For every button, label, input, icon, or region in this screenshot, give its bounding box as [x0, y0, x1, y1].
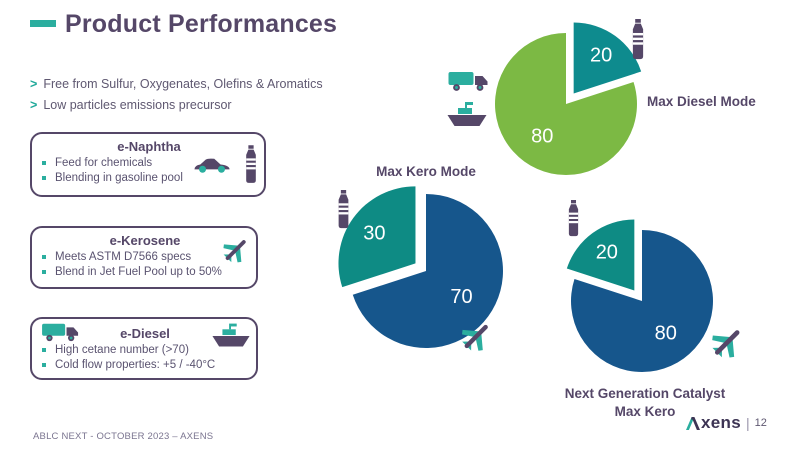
axens-logo-a-mark	[686, 416, 700, 430]
pie-0-slice-80	[494, 33, 638, 176]
plane-icon	[458, 319, 494, 355]
divider: |	[746, 415, 750, 431]
product-box-e-kerosene: e-Kerosene Meets ASTM D7566 specs Blend …	[30, 226, 258, 289]
ship-icon	[447, 102, 487, 126]
pie-1-slice-70	[352, 194, 503, 349]
list-item: Meets ASTM D7566 specs	[42, 251, 248, 263]
bottle-icon	[632, 19, 644, 60]
square-bullet-icon	[42, 363, 46, 367]
intro-bullets: > Free from Sulfur, Oxygenates, Olefins &…	[30, 77, 323, 119]
pie-2-slice-20	[566, 219, 635, 291]
axens-logo: xens	[686, 413, 741, 433]
product-box-bullets: Feed for chemicals Blending in gasoline …	[42, 157, 256, 184]
header: Product Performances	[30, 10, 337, 39]
product-box-title: e-Kerosene	[109, 233, 181, 248]
truck-icon	[448, 72, 488, 91]
pie-1-small-slice-value: 30	[363, 222, 385, 244]
title-accent-dash	[30, 20, 56, 27]
pie-title-max-diesel-mode: Max Diesel Mode	[647, 94, 756, 109]
chevron-marker: >	[30, 77, 38, 91]
intro-bullet-text: Free from Sulfur, Oxygenates, Olefins & …	[43, 77, 323, 91]
pie-0-slice-20	[573, 22, 642, 94]
bottle-icon	[568, 200, 579, 237]
square-bullet-icon	[42, 270, 46, 274]
intro-bullet: > Low particles emissions precursor	[30, 98, 323, 112]
list-item: Blending in gasoline pool	[42, 172, 256, 184]
list-item: Cold flow properties: +5 / -40°C	[42, 359, 248, 371]
product-box-e-diesel: e-Diesel High cetane number (>70) Cold f…	[30, 317, 258, 380]
bullet-text: Meets ASTM D7566 specs	[55, 251, 192, 263]
pie-1-big-slice-value: 70	[450, 286, 472, 308]
pie-title-next-generation-catalyst-max-kero: Next Generation Catalyst Max Kero	[564, 386, 726, 419]
pie-0-big-slice-value: 80	[531, 126, 553, 148]
product-box-bullets: High cetane number (>70) Cold flow prope…	[42, 344, 248, 371]
bullet-text: Feed for chemicals	[55, 157, 153, 169]
product-box-e-naphtha: e-Naphtha Feed for chemicals Blending in…	[30, 132, 266, 197]
plane-icon	[708, 324, 746, 362]
footer-credit: ABLC NEXT - OCTOBER 2023 – AXENS	[33, 431, 214, 442]
pie-1-slice-30	[338, 186, 416, 288]
product-box-title: e-Naphtha	[117, 139, 181, 154]
product-box-title: e-Diesel	[120, 326, 170, 341]
pie-2-small-slice-value: 20	[596, 242, 618, 264]
intro-bullet-text: Low particles emissions precursor	[43, 98, 232, 112]
square-bullet-icon	[42, 161, 46, 165]
page-title: Product Performances	[65, 10, 338, 38]
bullet-text: Cold flow properties: +5 / -40°C	[55, 359, 216, 371]
bottle-icon	[338, 190, 349, 229]
pie-2-slice-80	[571, 230, 714, 372]
square-bullet-icon	[42, 348, 46, 352]
pie-0-small-slice-value: 20	[590, 45, 612, 67]
axens-logo-text: xens	[701, 413, 741, 432]
list-item: Feed for chemicals	[42, 157, 256, 169]
page-number: | 12	[746, 415, 767, 431]
bullet-text: Blending in gasoline pool	[55, 172, 183, 184]
square-bullet-icon	[42, 176, 46, 180]
product-box-bullets: Meets ASTM D7566 specs Blend in Jet Fuel…	[42, 251, 248, 278]
bullet-text: High cetane number (>70)	[55, 344, 189, 356]
intro-bullet: > Free from Sulfur, Oxygenates, Olefins &…	[30, 77, 323, 91]
chevron-marker: >	[30, 98, 38, 112]
page-number-value: 12	[754, 417, 767, 429]
pie-title-max-kero-mode: Max Kero Mode	[376, 164, 476, 179]
pie-2-big-slice-value: 80	[655, 323, 677, 345]
list-item: Blend in Jet Fuel Pool up to 50%	[42, 266, 248, 278]
bullet-text: Blend in Jet Fuel Pool up to 50%	[55, 266, 222, 278]
list-item: High cetane number (>70)	[42, 344, 248, 356]
square-bullet-icon	[42, 255, 46, 259]
